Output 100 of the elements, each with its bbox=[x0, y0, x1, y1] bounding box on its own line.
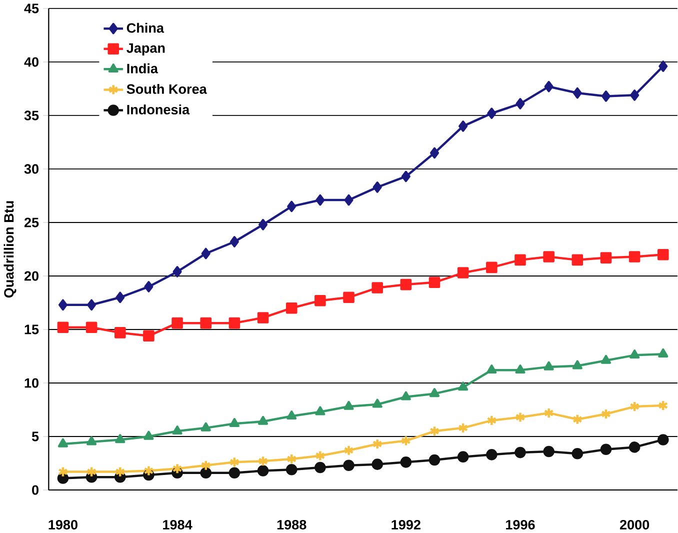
y-tick-label: 10 bbox=[24, 378, 38, 388]
legend-label: South Korea bbox=[126, 84, 207, 94]
point bbox=[658, 348, 668, 358]
point bbox=[314, 294, 326, 306]
point bbox=[315, 450, 326, 462]
legend-label: India bbox=[127, 63, 158, 74]
point bbox=[201, 248, 210, 260]
point bbox=[658, 400, 668, 411]
point bbox=[457, 266, 469, 278]
x-tick-label: 1984 bbox=[163, 520, 192, 530]
point bbox=[200, 467, 212, 478]
point bbox=[257, 312, 269, 324]
point bbox=[229, 418, 240, 427]
point bbox=[630, 89, 640, 101]
point bbox=[630, 349, 640, 358]
point bbox=[116, 292, 125, 303]
point bbox=[400, 456, 412, 468]
point bbox=[200, 460, 211, 471]
point bbox=[429, 388, 440, 397]
y-tick-label: 20 bbox=[24, 271, 38, 281]
point bbox=[287, 200, 296, 212]
point bbox=[458, 381, 468, 391]
point bbox=[543, 446, 554, 457]
point bbox=[258, 416, 268, 425]
point bbox=[230, 236, 239, 248]
point bbox=[172, 425, 182, 434]
point bbox=[86, 322, 98, 333]
point bbox=[115, 434, 126, 443]
point bbox=[600, 354, 612, 364]
point bbox=[115, 466, 126, 478]
point bbox=[258, 455, 268, 467]
point bbox=[516, 98, 525, 110]
point bbox=[286, 453, 297, 464]
point bbox=[457, 451, 469, 462]
point bbox=[486, 262, 498, 273]
point bbox=[257, 464, 269, 476]
point bbox=[630, 400, 640, 412]
point bbox=[344, 194, 354, 206]
point bbox=[600, 252, 612, 264]
legend-label: China bbox=[126, 22, 164, 33]
point bbox=[172, 462, 182, 474]
x-tick-label: 1980 bbox=[48, 520, 78, 530]
point bbox=[572, 254, 584, 266]
point bbox=[572, 414, 582, 425]
point bbox=[286, 302, 298, 314]
point bbox=[601, 90, 610, 102]
point bbox=[344, 400, 354, 410]
point bbox=[544, 407, 554, 418]
y-tick-label: 0 bbox=[32, 485, 38, 495]
point bbox=[628, 441, 640, 453]
point bbox=[428, 276, 440, 288]
point bbox=[400, 434, 411, 446]
point bbox=[143, 330, 154, 342]
point bbox=[200, 317, 212, 329]
point bbox=[487, 108, 496, 119]
point bbox=[114, 326, 126, 338]
point bbox=[658, 434, 669, 446]
point bbox=[228, 467, 240, 478]
point bbox=[544, 80, 554, 92]
point bbox=[544, 361, 554, 370]
point bbox=[514, 254, 526, 266]
legend-label: Japan bbox=[126, 43, 165, 56]
point bbox=[344, 444, 354, 456]
point bbox=[286, 464, 298, 476]
point bbox=[343, 292, 354, 303]
point bbox=[57, 322, 69, 333]
point bbox=[600, 408, 612, 420]
point bbox=[515, 364, 526, 374]
point bbox=[658, 248, 669, 260]
point bbox=[486, 448, 498, 460]
point bbox=[343, 460, 354, 471]
point bbox=[400, 391, 411, 400]
point bbox=[429, 425, 440, 437]
point bbox=[144, 430, 154, 440]
point bbox=[372, 398, 382, 408]
point bbox=[87, 299, 96, 310]
point bbox=[600, 444, 612, 455]
point bbox=[486, 364, 497, 374]
point bbox=[144, 280, 154, 292]
point bbox=[543, 250, 554, 262]
point bbox=[515, 411, 526, 423]
point bbox=[58, 466, 68, 478]
point bbox=[172, 317, 183, 329]
point bbox=[372, 181, 382, 193]
x-tick-label: 1988 bbox=[277, 520, 306, 530]
y-tick-label: 40 bbox=[24, 57, 38, 67]
point bbox=[144, 464, 154, 476]
point bbox=[229, 456, 240, 468]
point bbox=[572, 87, 582, 99]
point bbox=[428, 454, 440, 466]
point bbox=[400, 278, 412, 290]
point bbox=[572, 360, 582, 370]
point bbox=[458, 422, 468, 434]
y-axis-title: Quadrillion Btu bbox=[4, 201, 16, 298]
y-tick-label: 30 bbox=[24, 164, 38, 174]
point bbox=[86, 436, 97, 446]
y-tick-label: 35 bbox=[24, 110, 39, 120]
point bbox=[372, 438, 382, 450]
y-tick-label: 25 bbox=[24, 218, 39, 228]
y-tick-label: 5 bbox=[32, 432, 39, 442]
